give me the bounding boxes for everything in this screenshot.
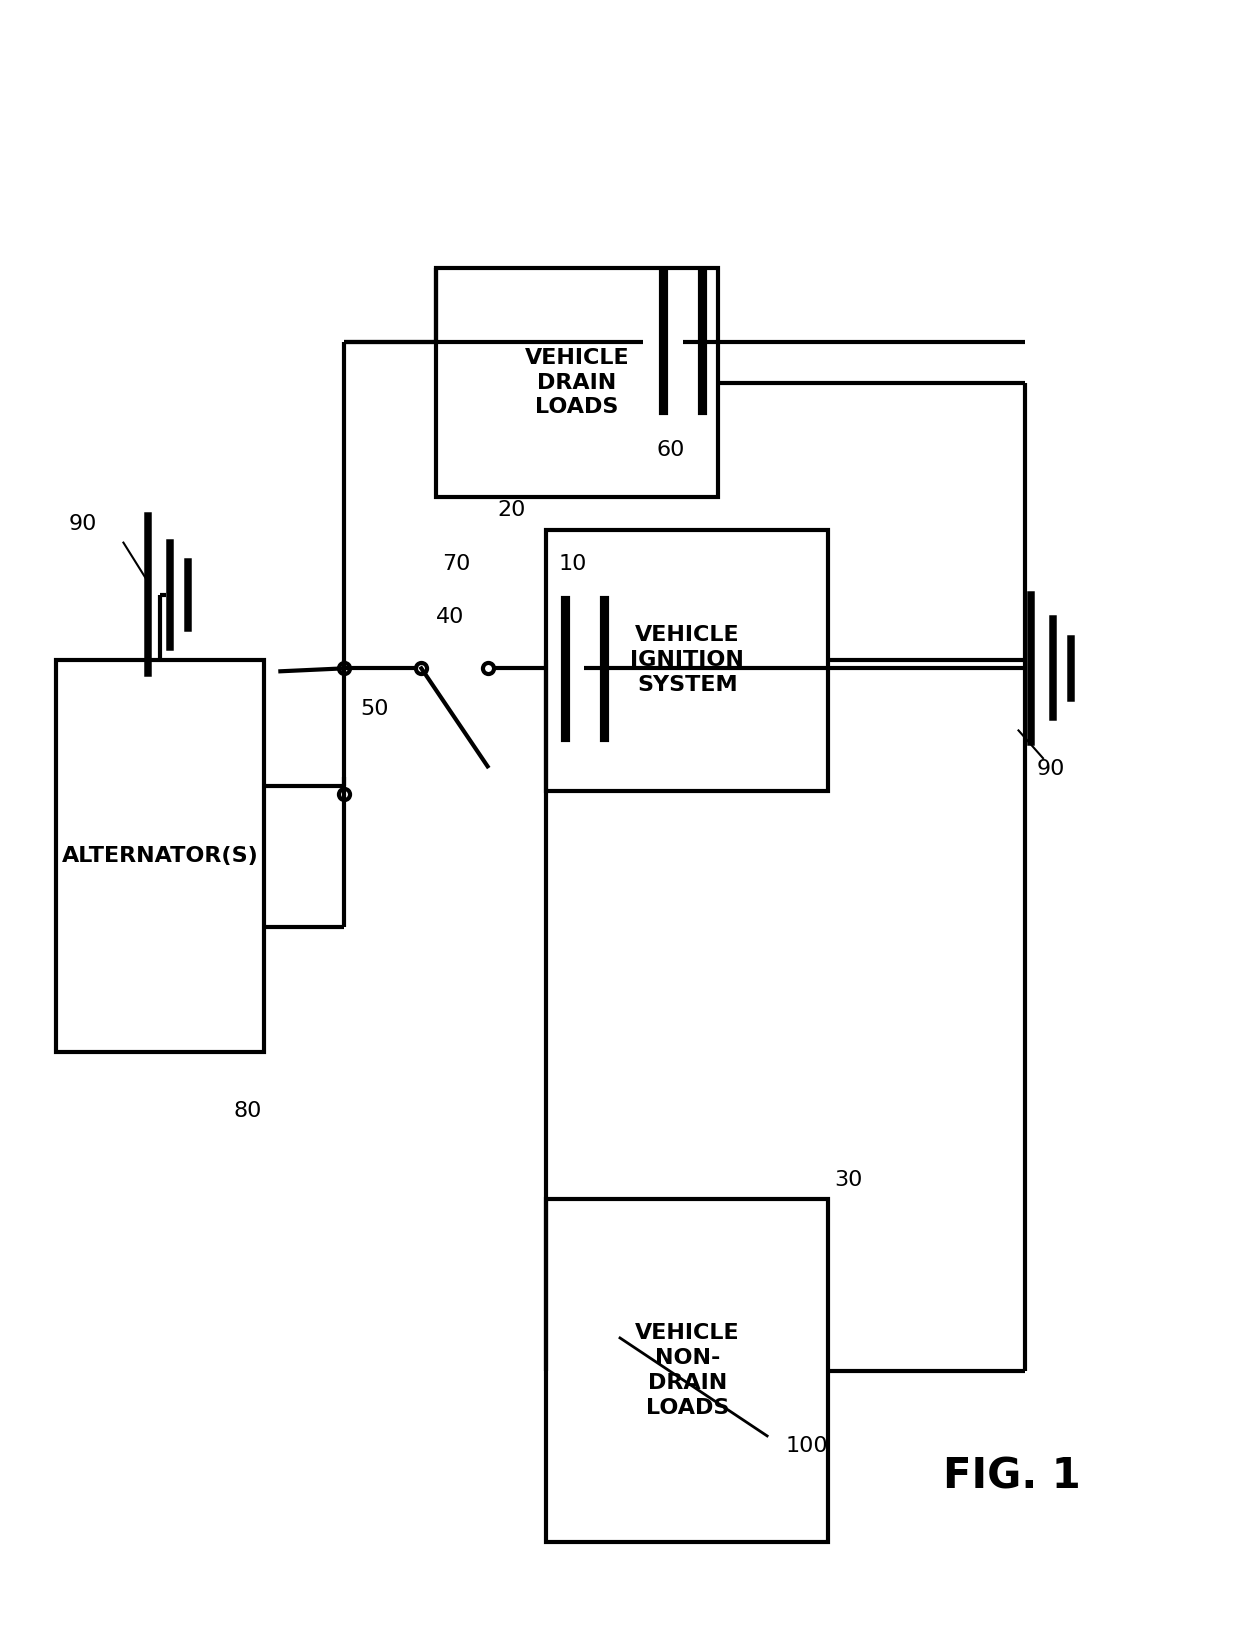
Text: 100: 100 xyxy=(785,1436,828,1456)
Text: 70: 70 xyxy=(443,555,471,575)
Text: 20: 20 xyxy=(497,501,526,520)
FancyBboxPatch shape xyxy=(547,1199,828,1542)
Text: ALTERNATOR(S): ALTERNATOR(S) xyxy=(62,847,259,866)
Text: 60: 60 xyxy=(657,440,686,460)
Text: VEHICLE
DRAIN
LOADS: VEHICLE DRAIN LOADS xyxy=(525,348,630,417)
Text: VEHICLE
IGNITION
SYSTEM: VEHICLE IGNITION SYSTEM xyxy=(630,626,744,695)
Text: 90: 90 xyxy=(1037,759,1065,779)
Text: 40: 40 xyxy=(436,606,465,626)
Text: 30: 30 xyxy=(835,1169,863,1191)
Text: 80: 80 xyxy=(234,1102,262,1122)
Text: 90: 90 xyxy=(68,514,97,534)
Text: 50: 50 xyxy=(360,698,388,718)
Text: FIG. 1: FIG. 1 xyxy=(944,1456,1081,1497)
FancyBboxPatch shape xyxy=(547,530,828,791)
Text: 10: 10 xyxy=(559,555,587,575)
FancyBboxPatch shape xyxy=(436,268,718,497)
FancyBboxPatch shape xyxy=(56,660,264,1052)
Text: VEHICLE
NON-
DRAIN
LOADS: VEHICLE NON- DRAIN LOADS xyxy=(635,1324,740,1418)
